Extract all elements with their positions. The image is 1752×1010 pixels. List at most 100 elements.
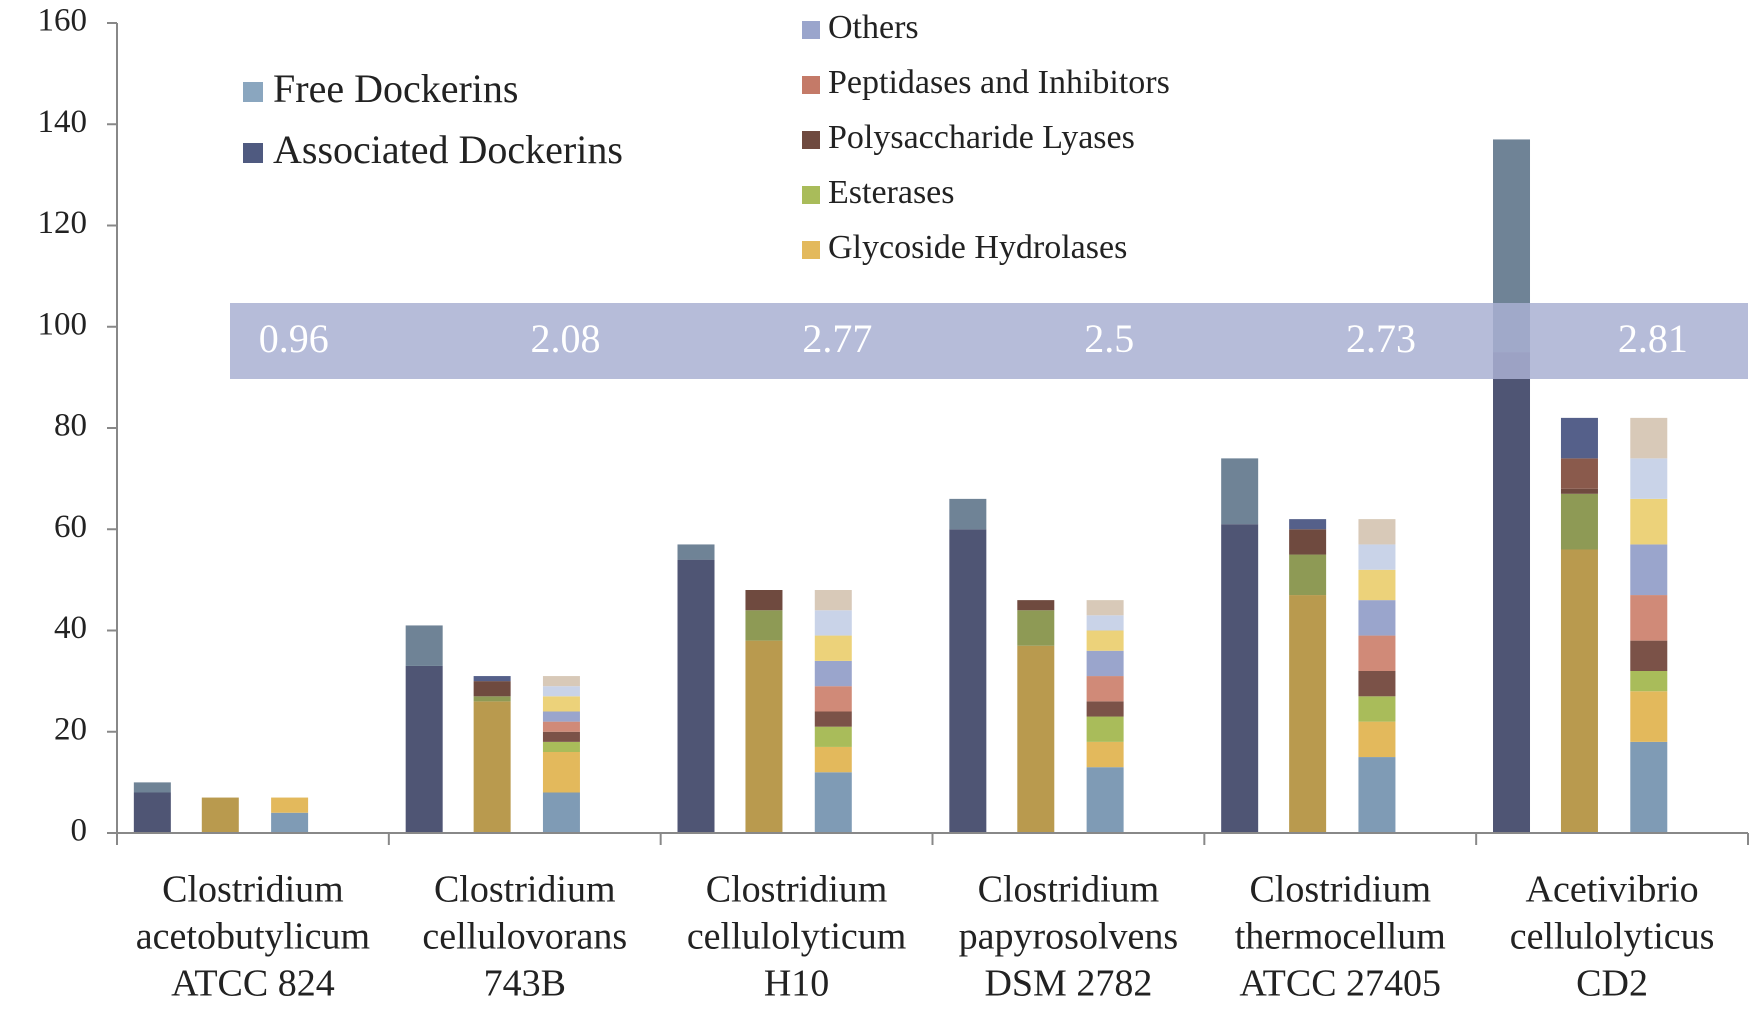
bar-segment — [1560, 488, 1598, 494]
bar-segment — [1086, 650, 1124, 677]
ratio-band — [230, 303, 1748, 379]
bar-segment — [1560, 493, 1598, 550]
legend-label: Free Dockerins — [273, 66, 518, 111]
x-tick-label: cellulovorans — [422, 916, 627, 958]
y-tick-label: 100 — [38, 306, 88, 342]
bar-segment — [745, 590, 783, 611]
bar-segment — [1630, 640, 1668, 671]
bar-segment — [542, 731, 580, 742]
legend-swatch — [802, 241, 820, 259]
bar-segment — [271, 797, 309, 813]
x-tick-label: ATCC 27405 — [1239, 963, 1441, 1005]
y-tick-label: 80 — [54, 408, 87, 444]
bar-segment — [1630, 741, 1668, 833]
legend-swatch — [243, 143, 263, 163]
bar-segment — [542, 741, 580, 752]
bar-segment — [1560, 549, 1598, 833]
bar-segment — [542, 696, 580, 712]
x-tick-label: cellulolyticus — [1510, 916, 1715, 958]
bar-segment — [1086, 701, 1124, 717]
bar-segment — [405, 625, 443, 666]
bar-segment — [542, 676, 580, 687]
legend-label: Others — [828, 9, 919, 46]
legend-swatch — [802, 76, 820, 94]
bar-segment — [745, 610, 783, 641]
bar-segment — [1289, 529, 1327, 555]
legend-swatch — [243, 82, 263, 102]
legend-label: Peptidases and Inhibitors — [828, 64, 1170, 101]
bar-segment — [542, 686, 580, 697]
x-tick-label: acetobutylicum — [136, 916, 370, 958]
bar-segment — [1017, 600, 1055, 611]
y-tick-label: 20 — [54, 711, 87, 747]
x-tick-label: H10 — [764, 963, 829, 1005]
bar-segment — [1289, 519, 1327, 530]
bar-segment — [814, 610, 852, 636]
bar-segment — [1560, 417, 1598, 459]
legend-swatch — [802, 186, 820, 204]
bar-segment — [814, 660, 852, 687]
bar-segment — [1630, 671, 1668, 692]
bar-segment — [1086, 716, 1124, 742]
y-tick-label: 160 — [38, 3, 88, 39]
bar-segment — [405, 665, 443, 833]
bar-segment — [1358, 544, 1396, 570]
x-tick-label: CD2 — [1576, 963, 1648, 1005]
legend-label: Polysaccharide Lyases — [828, 119, 1135, 156]
y-tick-label: 120 — [38, 205, 88, 241]
bar-segment — [473, 701, 511, 833]
bar-segment — [542, 792, 580, 833]
bar-segment — [1086, 615, 1124, 631]
bar-segment — [814, 635, 852, 661]
bar-segment — [542, 711, 580, 722]
bar-segment — [473, 676, 511, 682]
legend-label: Associated Dockerins — [273, 127, 623, 172]
bar-segment — [814, 726, 852, 747]
bar-segment — [1086, 741, 1124, 768]
bar-segment — [133, 782, 171, 793]
bar-segment — [949, 498, 987, 530]
bar-segment — [1358, 569, 1396, 601]
x-tick-label: papyrosolvens — [959, 916, 1179, 958]
x-tick-label: Clostridium — [706, 869, 888, 911]
bar-segment — [677, 559, 715, 833]
bar-segment — [814, 772, 852, 833]
bar-segment — [1493, 352, 1531, 833]
bar-segment — [1630, 498, 1668, 545]
x-tick-label: DSM 2782 — [984, 963, 1152, 1005]
x-tick-label: ATCC 824 — [171, 963, 335, 1005]
x-tick-label: 743B — [484, 963, 566, 1005]
bar-segment — [1630, 691, 1668, 742]
bar-segment — [1086, 630, 1124, 651]
ratio-label: 2.77 — [802, 316, 872, 361]
ratio-label: 2.73 — [1346, 316, 1416, 361]
bar-segment — [1289, 595, 1327, 833]
bar-segment — [745, 640, 783, 833]
bar-segment — [133, 792, 171, 833]
bar-segment — [201, 797, 239, 833]
bar-segment — [1358, 671, 1396, 697]
bar-segment — [1358, 757, 1396, 833]
bar-segment — [1358, 721, 1396, 758]
bar-segment — [814, 746, 852, 773]
bar-segment — [1560, 458, 1598, 489]
bar-segment — [814, 590, 852, 611]
bar-segment — [1358, 600, 1396, 636]
ratio-label: 0.96 — [259, 316, 329, 361]
bar-segment — [1630, 417, 1668, 459]
y-tick-label: 0 — [71, 813, 88, 849]
x-tick-label: Acetivibrio — [1526, 869, 1699, 911]
bar-segment — [1017, 610, 1055, 646]
ratio-label: 2.08 — [531, 316, 601, 361]
bar-segment — [1358, 519, 1396, 545]
legend-label: Esterases — [828, 174, 955, 211]
bar-segment — [1630, 595, 1668, 641]
bar-segment — [542, 752, 580, 793]
bar-segment — [1221, 524, 1259, 833]
x-tick-label: Clostridium — [1249, 869, 1431, 911]
bar-segment — [1630, 544, 1668, 596]
x-tick-label: thermocellum — [1235, 916, 1446, 958]
bar-segment — [1017, 645, 1055, 833]
bar-segment — [1630, 458, 1668, 499]
